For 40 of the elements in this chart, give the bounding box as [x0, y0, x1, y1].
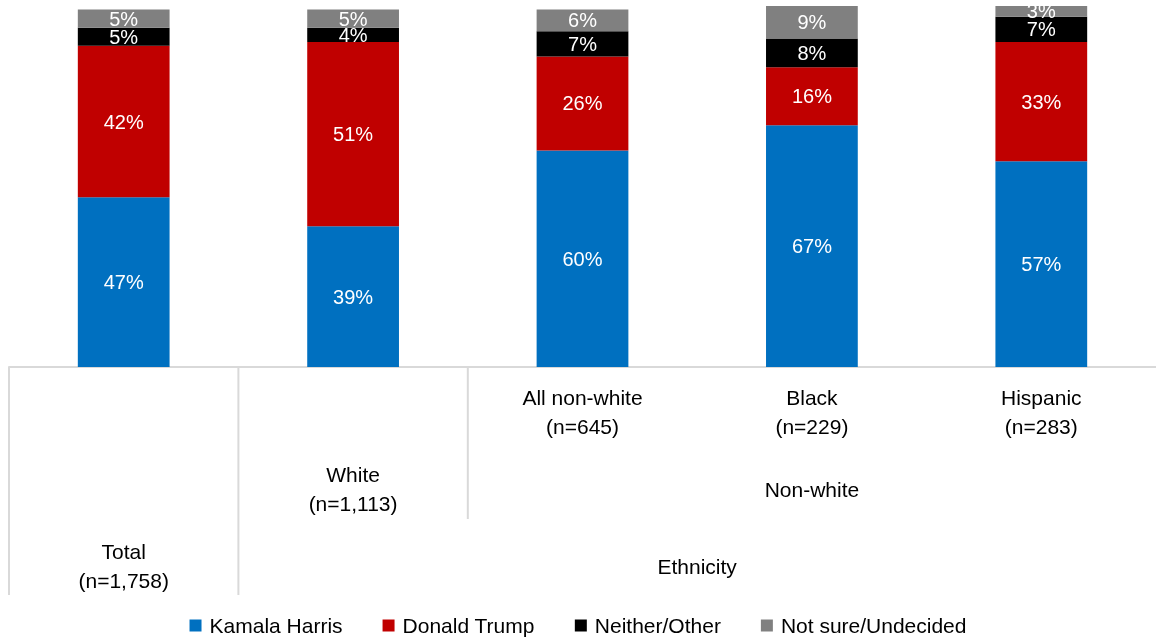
legend-label: Kamala Harris	[209, 614, 343, 637]
bar	[536, 56, 629, 151]
x-tick-label: Hispanic (n=283)	[1001, 386, 1082, 438]
text: Non-white	[764, 477, 860, 501]
data-label: 7%	[1026, 18, 1056, 41]
bar	[766, 6, 858, 39]
bar	[766, 67, 858, 126]
data-label: 47%	[103, 271, 144, 294]
bar	[77, 45, 170, 198]
text: Ethnicity	[657, 554, 738, 578]
bar	[536, 150, 629, 367]
data-label: 6%	[568, 9, 598, 32]
data-label: 33%	[1021, 90, 1062, 113]
legend-label: Donald Trump	[402, 614, 535, 637]
bar	[995, 161, 1088, 367]
data-label: 57%	[1021, 253, 1062, 276]
bar	[766, 125, 858, 367]
data-label: 16%	[791, 85, 833, 108]
data-label: 51%	[333, 123, 374, 146]
legend-label: Not sure/Undecided	[780, 614, 967, 637]
data-label: 67%	[791, 235, 833, 258]
data-label: 42%	[103, 110, 144, 133]
legend-label: Neither/Other	[594, 614, 721, 637]
x-tick-label: Black (n=229)	[775, 386, 849, 438]
data-label: 7%	[568, 32, 598, 55]
text: White (n=1,113)	[308, 463, 398, 515]
bar	[536, 31, 629, 57]
data-label: 8%	[797, 41, 827, 64]
bar	[995, 16, 1088, 43]
bar	[307, 42, 399, 227]
bar	[995, 42, 1088, 162]
x-tick-label: All non-white (n=645)	[522, 386, 643, 438]
text: Total (n=1,758)	[78, 540, 169, 592]
bar	[766, 38, 858, 68]
data-label: 60%	[562, 247, 603, 270]
data-label: 26%	[562, 92, 603, 115]
bar	[307, 226, 399, 367]
data-label: 39%	[333, 285, 374, 308]
bar	[77, 197, 170, 367]
data-label: 9%	[797, 11, 827, 34]
